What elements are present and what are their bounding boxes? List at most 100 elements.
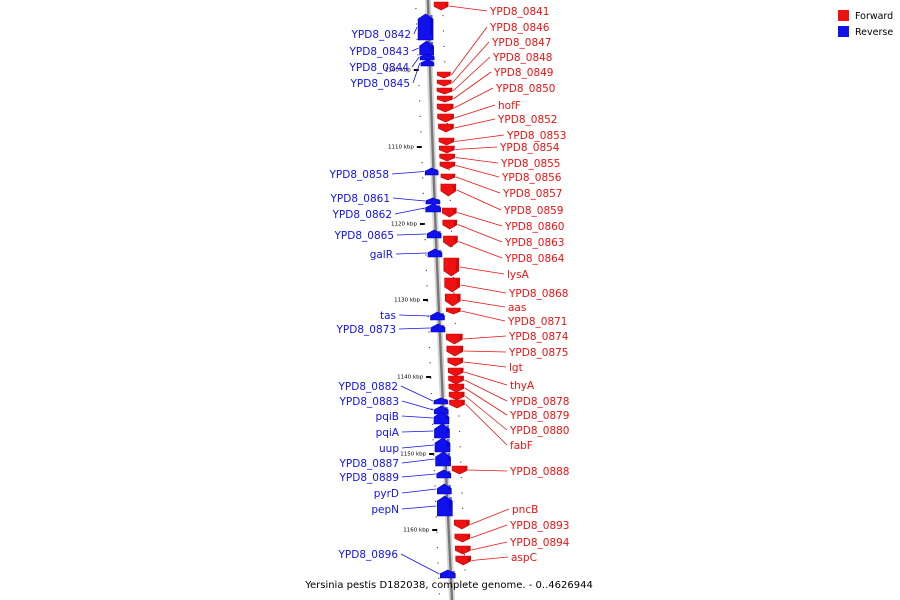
gene-feature-YPD8_0857[interactable] [440,173,456,181]
gene-feature-YPD8_0845[interactable] [420,59,435,67]
gene-label-YPD8_0861[interactable]: YPD8_0861 [330,193,390,205]
gene-label-YPD8_0880[interactable]: YPD8_0880 [509,425,569,437]
gene-label-pqiB[interactable]: pqiB [376,411,399,423]
gene-label-YPD8_0889[interactable]: YPD8_0889 [339,472,399,484]
gene-feature-YPD8_0855[interactable] [439,153,455,162]
gene-label-YPD8_0887[interactable]: YPD8_0887 [339,458,399,470]
gene-feature-pqiA[interactable] [434,423,450,439]
gene-feature-YPD8_0864[interactable] [443,235,458,248]
gene-label-YPD8_0852[interactable]: YPD8_0852 [497,114,557,126]
gene-label-YPD8_0893[interactable]: YPD8_0893 [509,520,569,532]
gene-label-YPD8_0865[interactable]: YPD8_0865 [334,230,394,242]
gene-feature-YPD8_0852[interactable] [438,123,454,133]
gene-label-YPD8_0845[interactable]: YPD8_0845 [350,78,410,90]
gene-label-YPD8_0849[interactable]: YPD8_0849 [493,67,553,79]
gene-feature-YPD8_0882[interactable] [433,397,449,405]
gene-feature-galR[interactable] [427,248,443,258]
gene-feature-YPD8_0856[interactable] [439,161,456,170]
gene-feature-YPD8_0889[interactable] [436,469,452,479]
gene-label-YPD8_0863[interactable]: YPD8_0863 [504,237,564,249]
gene-feature-pqiB[interactable] [433,411,450,425]
gene-label-YPD8_0856[interactable]: YPD8_0856 [501,172,562,184]
gene-feature-tas[interactable] [430,311,445,321]
gene-label-YPD8_0873[interactable]: YPD8_0873 [336,324,396,336]
gene-feature-fabF[interactable] [449,399,465,409]
gene-feature-aspC[interactable] [455,555,472,566]
gene-feature-lysA[interactable] [443,257,460,277]
gene-label-YPD8_0855[interactable]: YPD8_0855 [500,158,560,170]
gene-label-YPD8_0878[interactable]: YPD8_0878 [509,396,569,408]
gene-feature-YPD8_0874[interactable] [446,333,463,345]
gene-label-hofF[interactable]: hofF [498,100,521,112]
gene-label-YPD8_0842[interactable]: YPD8_0842 [351,29,411,41]
gene-feature-YPD8_0879[interactable] [448,383,465,393]
gene-label-YPD8_0871[interactable]: YPD8_0871 [507,316,567,328]
gene-label-YPD8_0894[interactable]: YPD8_0894 [509,537,570,549]
gene-label-lgt[interactable]: lgt [509,362,523,374]
gene-label-YPD8_0857[interactable]: YPD8_0857 [502,188,562,200]
gene-label-YPD8_0868[interactable]: YPD8_0868 [508,288,568,300]
gene-feature-YPD8_0878[interactable] [448,375,464,385]
gene-label-pepN[interactable]: pepN [371,504,399,516]
gene-label-YPD8_0846[interactable]: YPD8_0846 [489,22,550,34]
gene-feature-YPD8_0860[interactable] [442,207,457,218]
gene-label-YPD8_0862[interactable]: YPD8_0862 [332,209,392,221]
gene-feature-YPD8_0853[interactable] [438,137,455,146]
gene-label-YPD8_0883[interactable]: YPD8_0883 [339,396,399,408]
gene-label-YPD8_0859[interactable]: YPD8_0859 [503,205,563,217]
gene-feature-YPD8_0863[interactable] [442,219,458,230]
gene-feature-YPD8_0888[interactable] [451,465,468,475]
gene-feature-YPD8_0883[interactable] [433,405,449,415]
gene-label-YPD8_0864[interactable]: YPD8_0864 [504,253,565,265]
gene-label-pyrD[interactable]: pyrD [374,488,399,500]
gene-label-YPD8_0853[interactable]: YPD8_0853 [506,130,566,142]
gene-feature-YPD8_0848[interactable] [436,87,453,95]
gene-feature-YPD8_0875[interactable] [446,345,464,357]
gene-label-YPD8_0858[interactable]: YPD8_0858 [329,169,389,181]
gene-feature-thyA[interactable] [447,367,464,377]
gene-label-aas[interactable]: aas [508,302,526,314]
gene-feature-hofF[interactable] [437,113,454,123]
gene-label-YPD8_0847[interactable]: YPD8_0847 [491,37,551,49]
gene-label-YPD8_0879[interactable]: YPD8_0879 [509,410,569,422]
gene-feature-YPD8_0849[interactable] [437,95,453,103]
gene-label-uup[interactable]: uup [379,443,399,455]
gene-feature-pncB[interactable] [454,519,470,530]
gene-label-YPD8_0848[interactable]: YPD8_0848 [492,52,552,64]
gene-label-YPD8_0875[interactable]: YPD8_0875 [508,347,568,359]
gene-label-YPD8_0841[interactable]: YPD8_0841 [489,6,549,18]
gene-feature-pepN[interactable] [437,495,453,517]
gene-feature-YPD8_0880[interactable] [448,391,465,401]
gene-label-aspC[interactable]: aspC [511,552,537,564]
gene-feature-uup[interactable] [434,437,451,453]
gene-feature-YPD8_0871[interactable] [446,307,461,315]
gene-label-lysA[interactable]: lysA [507,269,530,281]
gene-feature-YPD8_0841[interactable] [433,1,449,11]
gene-feature-YPD8_0846[interactable] [437,71,451,79]
gene-feature-YPD8_0850[interactable] [436,103,454,113]
gene-feature-pyrD[interactable] [437,483,452,495]
gene-label-YPD8_0882[interactable]: YPD8_0882 [338,381,398,393]
gene-feature-YPD8_0842[interactable] [417,13,434,41]
gene-feature-aas[interactable] [444,293,461,307]
gene-label-tas[interactable]: tas [380,310,396,322]
gene-label-YPD8_0843[interactable]: YPD8_0843 [349,46,409,58]
gene-feature-YPD8_0859[interactable] [440,183,457,197]
gene-feature-YPD8_0861[interactable] [425,197,441,205]
gene-feature-YPD8_0868[interactable] [444,277,460,293]
gene-label-YPD8_0854[interactable]: YPD8_0854 [499,142,560,154]
gene-label-pqiA[interactable]: pqiA [376,427,400,439]
gene-label-YPD8_0860[interactable]: YPD8_0860 [504,221,564,233]
gene-label-YPD8_0874[interactable]: YPD8_0874 [508,331,569,343]
gene-feature-YPD8_0847[interactable] [436,79,452,87]
gene-feature-YPD8_0887[interactable] [435,451,451,467]
gene-feature-YPD8_0854[interactable] [439,145,455,154]
gene-label-YPD8_0896[interactable]: YPD8_0896 [338,549,399,561]
gene-feature-YPD8_0873[interactable] [430,323,446,333]
gene-label-pncB[interactable]: pncB [512,504,538,516]
gene-feature-YPD8_0894[interactable] [455,545,471,555]
gene-label-YPD8_0844[interactable]: YPD8_0844 [349,62,410,74]
gene-label-thyA[interactable]: thyA [510,380,535,392]
gene-feature-YPD8_0843[interactable] [419,40,434,56]
gene-label-YPD8_0888[interactable]: YPD8_0888 [509,466,569,478]
